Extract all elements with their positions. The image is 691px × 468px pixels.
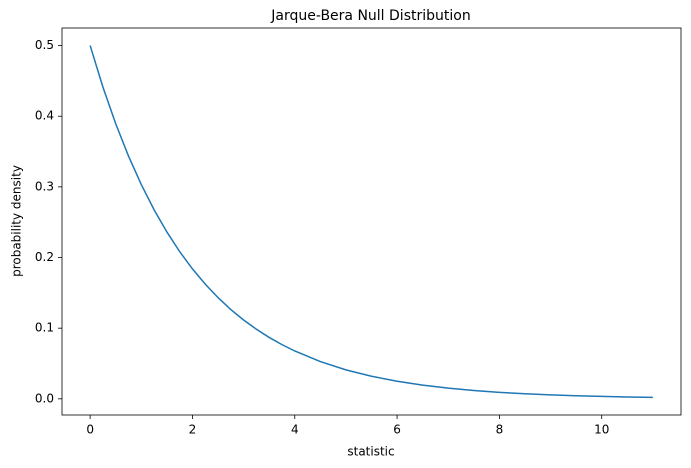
x-tick-label: 8 [496,423,504,437]
data-line [89,45,653,399]
x-tick-label: 6 [393,423,401,437]
x-axis-label: statistic [347,445,394,459]
y-tick-label: 0.5 [35,38,54,52]
x-tick-label: 0 [86,423,94,437]
x-tick-label: 10 [594,423,609,437]
y-tick-label: 0.0 [35,391,54,405]
axes-frame [61,27,682,416]
chart-title: Jarque-Bera Null Distribution [270,8,470,24]
y-tick-label: 0.4 [35,109,54,123]
y-tick-label: 0.1 [35,321,54,335]
y-tick-label: 0.2 [35,250,54,264]
y-tick-label: 0.3 [35,179,54,193]
y-axis-label: probability density [10,165,24,277]
x-tick-label: 2 [189,423,197,437]
x-tick-label: 4 [291,423,299,437]
